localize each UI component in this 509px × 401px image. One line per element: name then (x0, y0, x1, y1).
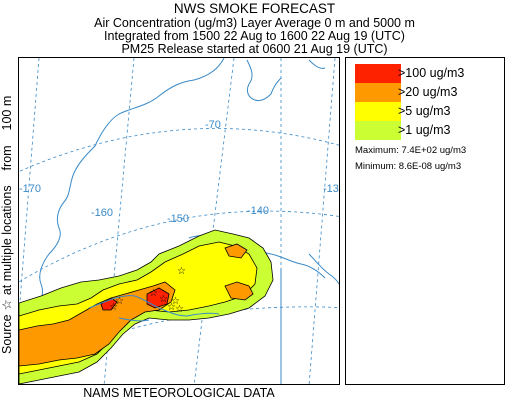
legend-swatch-5 (355, 102, 401, 121)
source-markers: ☆ ☆ ☆ ☆ ☆ ☆ ☆ ☆ (109, 266, 186, 315)
lon-label-130: -130 (323, 183, 340, 195)
legend-swatch-20 (355, 83, 401, 102)
minimum-value: Minimum: 8.6E-08 ug/m3 (355, 161, 462, 172)
forecast-title: NWS SMOKE FORECAST (173, 1, 336, 16)
smoke-contour-20b (224, 281, 254, 301)
smoke-contour-100b (146, 287, 170, 309)
smoke-contour-20 (19, 281, 176, 367)
lon-label-140: -140 (247, 205, 269, 217)
source-label: Source☆at multiple locations from 100 m (0, 95, 14, 354)
lat-label-70: -70 (205, 119, 221, 131)
svg-text:☆: ☆ (109, 302, 118, 313)
svg-text:☆: ☆ (149, 288, 158, 299)
legend-swatch-1 (355, 121, 401, 140)
svg-text:☆: ☆ (159, 294, 168, 305)
data-source: NAMS METEOROLOGICAL DATA (83, 386, 275, 400)
legend-label-20: >20 ug/m3 (398, 85, 458, 99)
legend: >100 ug/m3 >20 ug/m3 >5 ug/m3 >1 ug/m3 M… (345, 57, 505, 385)
svg-text:☆: ☆ (177, 266, 186, 277)
integration-period: Integrated from 1500 22 Aug to 1600 22 A… (104, 29, 405, 43)
source-star-icon: ☆ (0, 299, 14, 311)
legend-label-1: >1 ug/m3 (398, 123, 451, 137)
release-start: PM25 Release started at 0600 21 Aug 19 (… (121, 42, 388, 56)
lon-label-150: -150 (167, 213, 189, 225)
svg-text:☆: ☆ (171, 296, 180, 307)
maximum-value: Maximum: 7.4E+02 ug/m3 (355, 145, 467, 156)
smoke-contour-20c (224, 243, 248, 259)
legend-swatch-100 (355, 64, 401, 83)
smoke-contour-100 (100, 297, 118, 311)
smoke-map: ☆ ☆ ☆ ☆ ☆ ☆ ☆ ☆ -170 -160 -150 -140 -130… (18, 57, 340, 385)
svg-text:☆: ☆ (115, 296, 124, 307)
legend-label-100: >100 ug/m3 (398, 66, 465, 80)
svg-text:☆: ☆ (167, 302, 176, 313)
lon-label-170: -170 (19, 183, 41, 195)
concentration-description: Air Concentration (ug/m3) Layer Average … (94, 16, 415, 30)
legend-label-5: >5 ug/m3 (398, 104, 451, 118)
svg-text:☆: ☆ (175, 304, 184, 315)
lon-label-160: -160 (91, 207, 113, 219)
